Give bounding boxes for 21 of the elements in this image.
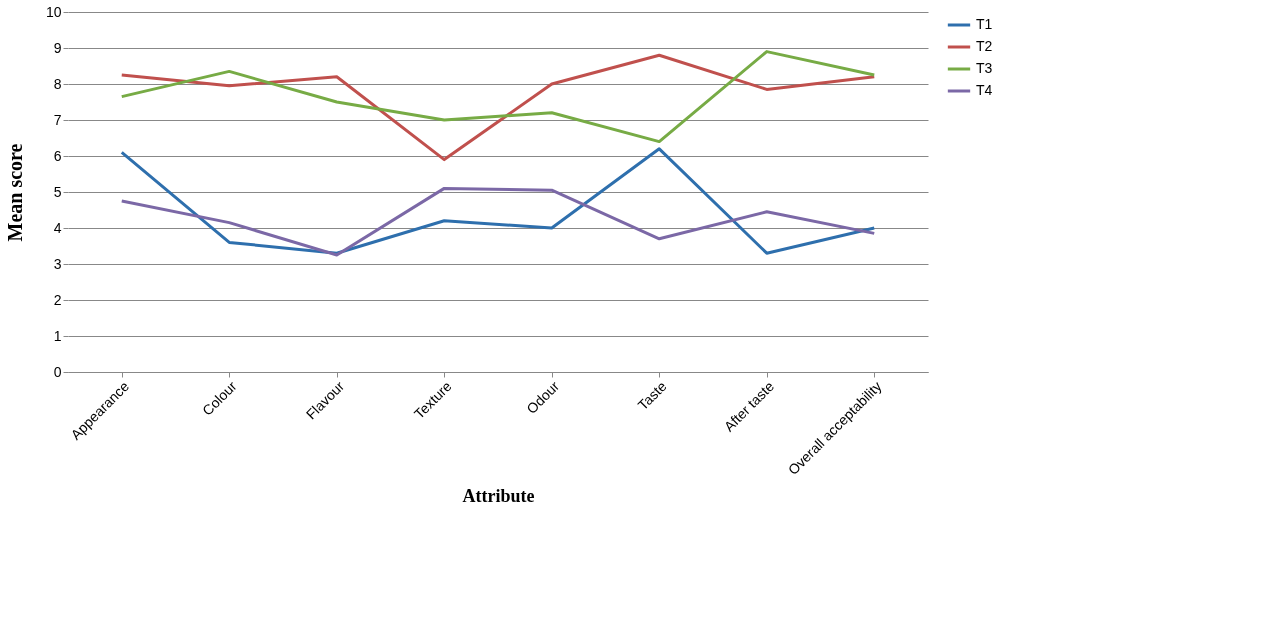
- legend-label: T4: [976, 82, 993, 98]
- y-tick-label: 9: [53, 39, 62, 56]
- line-series: [120, 147, 876, 255]
- legend-label: T3: [976, 60, 993, 76]
- y-tick-label: 5: [53, 183, 62, 200]
- y-tick-label: 6: [53, 147, 62, 164]
- y-tick-label: 10: [45, 3, 62, 20]
- x-axis-title: Attribute: [462, 485, 535, 506]
- y-tick-label: 3: [53, 255, 62, 272]
- line-series: [120, 53, 876, 162]
- legend-label: T1: [976, 16, 993, 32]
- y-tick-label: 7: [53, 111, 62, 128]
- y-axis-title: Mean score: [3, 143, 26, 242]
- y-tick-label: 8: [53, 75, 62, 92]
- line-series: [120, 186, 876, 257]
- y-tick-label: 1: [53, 327, 62, 344]
- y-tick-label: 4: [53, 219, 62, 236]
- y-tick-label: 2: [53, 291, 62, 308]
- legend-label: T2: [976, 38, 993, 54]
- line-series: [120, 50, 876, 144]
- y-tick-label: 0: [53, 363, 62, 380]
